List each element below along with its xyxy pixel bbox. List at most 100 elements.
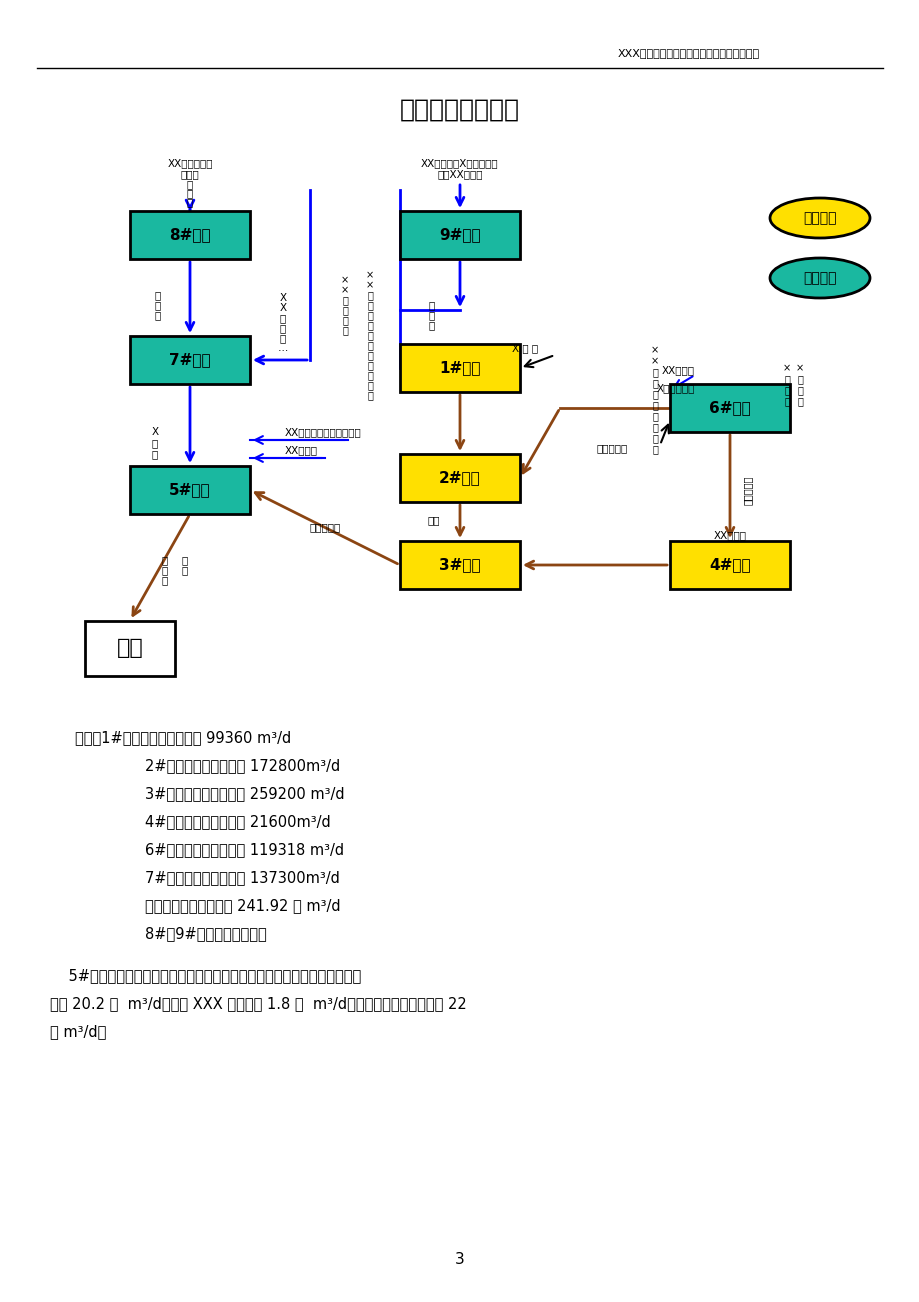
- Text: 广: 广: [652, 422, 657, 432]
- Text: 涌: 涌: [796, 374, 802, 384]
- Ellipse shape: [769, 198, 869, 238]
- Bar: [130, 466, 250, 514]
- Text: 西: 西: [428, 299, 435, 310]
- Text: …: …: [278, 342, 288, 353]
- Text: 3#泵站的日输送能力为 259200 m³/d: 3#泵站的日输送能力为 259200 m³/d: [145, 786, 345, 801]
- Text: 河: 河: [279, 312, 286, 323]
- Text: 路: 路: [652, 367, 657, 378]
- Text: XX路污水: XX路污水: [662, 365, 694, 375]
- Text: 路: 路: [187, 197, 193, 207]
- Text: 涌: 涌: [783, 374, 789, 384]
- Text: 截: 截: [367, 320, 372, 329]
- Bar: [400, 211, 519, 259]
- Text: 6#泵站的日输送能力为 119318 m³/d: 6#泵站的日输送能力为 119318 m³/d: [145, 842, 344, 857]
- Text: 已建泵站: 已建泵站: [802, 211, 836, 225]
- Text: ×: ×: [341, 275, 348, 285]
- Text: 排洪泵站日排洪能力为 241.92 万 m³/d: 排洪泵站日排洪能力为 241.92 万 m³/d: [145, 898, 340, 913]
- Text: 划: 划: [187, 187, 193, 198]
- Text: ×: ×: [366, 280, 374, 290]
- Text: 9#泵站: 9#泵站: [438, 228, 481, 242]
- Text: ×: ×: [341, 285, 348, 296]
- Text: X: X: [279, 303, 286, 312]
- Text: 4#泵站的日输送能力为 21600m³/d: 4#泵站的日输送能力为 21600m³/d: [145, 814, 331, 829]
- Text: 污: 污: [783, 385, 789, 395]
- Text: 水、XX涌污水: 水、XX涌污水: [437, 169, 482, 178]
- Text: 污水收集输送流程: 污水收集输送流程: [400, 98, 519, 122]
- Text: X: X: [279, 293, 286, 303]
- Bar: [400, 344, 519, 392]
- Text: 新市涌污水: 新市涌污水: [743, 475, 752, 505]
- Text: 的: 的: [367, 380, 372, 391]
- Bar: [669, 542, 789, 589]
- Bar: [400, 454, 519, 503]
- Text: 水: 水: [796, 396, 802, 406]
- Text: X: X: [152, 427, 158, 437]
- Text: X涌上游污水: X涌上游污水: [656, 383, 694, 393]
- Text: 梯: 梯: [428, 310, 435, 320]
- Text: 东: 东: [652, 378, 657, 388]
- Text: 8#、9#泵站仍在设计中。: 8#、9#泵站仍在设计中。: [145, 926, 267, 941]
- Text: 污: 污: [152, 449, 158, 460]
- Bar: [130, 211, 250, 259]
- Text: 2#泵站的日输送能力为 172800m³/d: 2#泵站的日输送能力为 172800m³/d: [145, 758, 340, 773]
- Text: 水: 水: [342, 326, 347, 335]
- Text: ×: ×: [651, 345, 658, 355]
- Text: 侧: 侧: [367, 310, 372, 320]
- Text: 内污水: 内污水: [180, 169, 199, 178]
- Text: ×: ×: [366, 270, 374, 280]
- Text: 渠箱: 渠箱: [427, 516, 439, 525]
- Text: 污: 污: [367, 329, 372, 340]
- Text: 8#泵站: 8#泵站: [169, 228, 210, 242]
- Text: 及: 及: [652, 400, 657, 410]
- Text: 村: 村: [342, 296, 347, 305]
- Text: 旧: 旧: [652, 411, 657, 421]
- Text: 集: 集: [367, 370, 372, 380]
- Text: 东: 东: [367, 299, 372, 310]
- Text: 5#泵站是承接其它八个泵站污水输送到三期厂区的最终泵站，其日输送能: 5#泵站是承接其它八个泵站污水输送到三期厂区的最终泵站，其日输送能: [50, 967, 361, 983]
- Text: 段: 段: [652, 389, 657, 398]
- Text: 1#泵站: 1#泵站: [438, 361, 481, 375]
- Bar: [669, 384, 789, 432]
- Text: 5#泵站: 5#泵站: [169, 483, 210, 497]
- Text: 力: 力: [162, 565, 168, 575]
- Text: 规: 规: [187, 178, 193, 189]
- Text: 污: 污: [367, 391, 372, 400]
- Bar: [85, 621, 175, 676]
- Text: 3#泵站: 3#泵站: [438, 557, 481, 573]
- Text: 海: 海: [182, 565, 187, 575]
- Text: 花: 花: [652, 434, 657, 443]
- Text: XX河工业范围: XX河工业范围: [167, 158, 212, 168]
- Text: 力为 20.2 万  m³/d。加上 XXX 污水为日 1.8 万  m³/d，进入三期污水厂污水共 22: 力为 20.2 万 m³/d。加上 XXX 污水为日 1.8 万 m³/d，进入…: [50, 996, 466, 1010]
- Text: 3: 3: [455, 1253, 464, 1268]
- Text: 水: 水: [783, 396, 789, 406]
- Text: 收: 收: [367, 359, 372, 370]
- Text: 拟建泵站: 拟建泵站: [802, 271, 836, 285]
- Text: 污: 污: [796, 385, 802, 395]
- Text: （压力管）: （压力管）: [309, 522, 340, 533]
- Text: X 涌 污: X 涌 污: [511, 342, 538, 353]
- Text: 污: 污: [342, 315, 347, 326]
- Bar: [400, 542, 519, 589]
- Text: 侧: 侧: [279, 333, 286, 342]
- Text: 厂区: 厂区: [117, 638, 143, 658]
- Bar: [130, 336, 250, 384]
- Ellipse shape: [769, 258, 869, 298]
- Text: XX河截污系统收集的污水: XX河截污系统收集的污水: [285, 427, 361, 437]
- Text: 7#泵站的日输送能力为 137300m³/d: 7#泵站的日输送能力为 137300m³/d: [145, 870, 339, 885]
- Text: 管: 管: [162, 575, 168, 585]
- Text: 6#泵站: 6#泵站: [709, 401, 750, 415]
- Text: 压: 压: [162, 555, 168, 565]
- Text: 西: 西: [279, 323, 286, 333]
- Text: XX路以北、X河东侧截污: XX路以北、X河东侧截污: [421, 158, 498, 168]
- Text: XX路污水: XX路污水: [713, 530, 745, 540]
- Text: ×: ×: [651, 355, 658, 366]
- Text: 干: 干: [367, 340, 372, 350]
- Text: 路: 路: [652, 444, 657, 454]
- Text: （压力管）: （压力管）: [596, 443, 627, 453]
- Text: 其中：1#泵站的日输送能力为 99360 m³/d: 其中：1#泵站的日输送能力为 99360 m³/d: [75, 730, 291, 745]
- Text: 河: 河: [367, 290, 372, 299]
- Text: ×: ×: [795, 363, 803, 372]
- Text: 过: 过: [182, 555, 187, 565]
- Text: 涌: 涌: [342, 305, 347, 315]
- Text: 7#泵站: 7#泵站: [169, 353, 210, 367]
